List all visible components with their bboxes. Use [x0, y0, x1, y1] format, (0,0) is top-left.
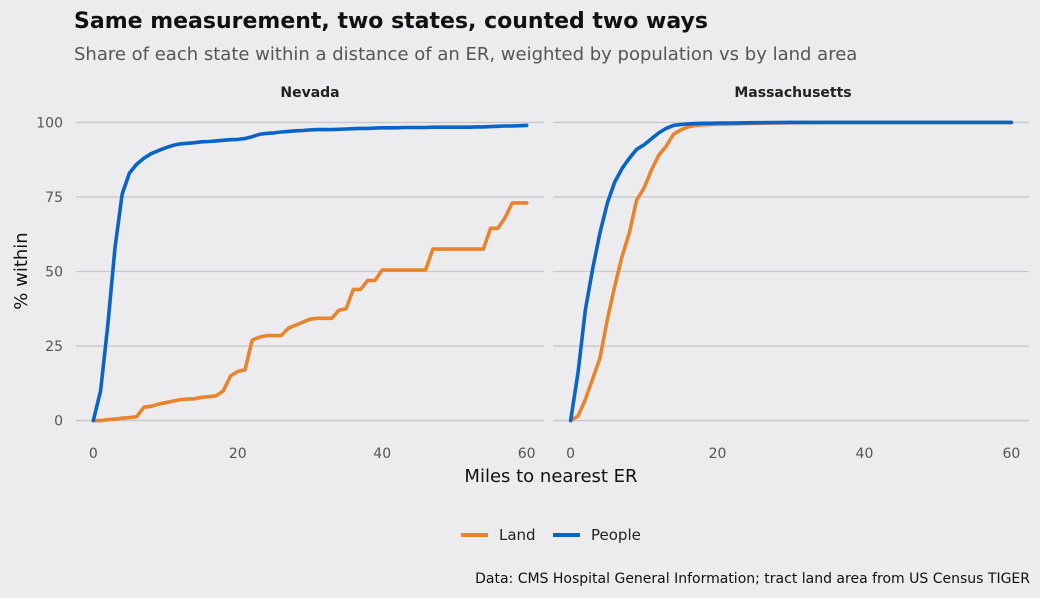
series-line-land-nevada: [91, 201, 529, 423]
legend-label-land: Land: [499, 526, 536, 544]
y-tick-25: 25: [45, 339, 63, 355]
x-tick-nevada-20: 20: [229, 446, 247, 462]
panel-nevada: Nevada 0 20 40 60 0 25 50 75 100: [36, 85, 544, 462]
x-tick-massachusetts-40: 40: [856, 446, 874, 462]
x-tick-nevada-40: 40: [373, 446, 391, 462]
y-tick-75: 75: [45, 190, 63, 206]
series-line-people-nevada: [91, 123, 529, 423]
legend-label-people: People: [591, 526, 641, 544]
panel-massachusetts: Massachusetts 0 20 40 60: [553, 85, 1029, 462]
x-tick-massachusetts-60: 60: [1002, 446, 1020, 462]
x-axis-title: Miles to nearest ER: [464, 466, 637, 487]
series-line-people-massachusetts: [568, 120, 1014, 423]
y-tick-50: 50: [45, 265, 63, 281]
panel-title-nevada: Nevada: [280, 85, 339, 101]
x-tick-massachusetts-20: 20: [709, 446, 727, 462]
chart-caption: Data: CMS Hospital General Information; …: [475, 571, 1030, 587]
chart-title: Same measurement, two states, counted tw…: [74, 9, 708, 34]
y-axis-title: % within: [11, 232, 32, 309]
x-tick-nevada-0: 0: [89, 446, 98, 462]
chart-subtitle: Share of each state within a distance of…: [74, 44, 857, 65]
y-tick-100: 100: [36, 115, 63, 131]
y-tick-0: 0: [54, 414, 63, 430]
x-tick-nevada-60: 60: [518, 446, 536, 462]
panel-title-massachusetts: Massachusetts: [734, 85, 851, 101]
x-tick-massachusetts-0: 0: [566, 446, 575, 462]
legend: Land People: [461, 526, 641, 544]
